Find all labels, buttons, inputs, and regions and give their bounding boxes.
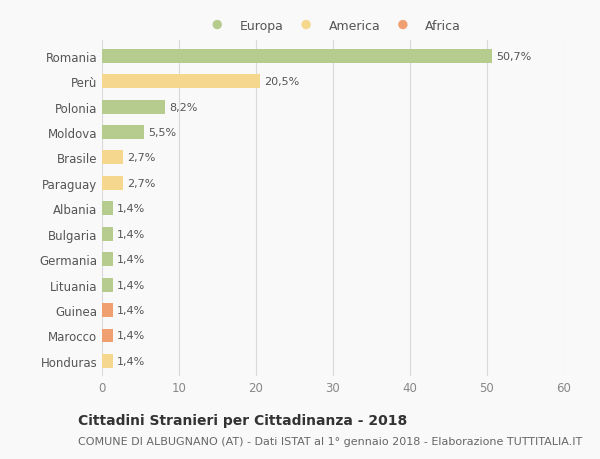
Text: 1,4%: 1,4% [116, 305, 145, 315]
Bar [102, 50, 493, 63]
Text: 8,2%: 8,2% [169, 102, 197, 112]
Bar [102, 354, 113, 368]
Text: 1,4%: 1,4% [116, 280, 145, 290]
Text: 1,4%: 1,4% [116, 356, 145, 366]
Bar [102, 176, 123, 190]
Text: 1,4%: 1,4% [116, 255, 145, 264]
Text: 1,4%: 1,4% [116, 331, 145, 341]
Bar [102, 75, 260, 89]
Bar [102, 329, 113, 343]
Bar [102, 126, 145, 140]
Text: 1,4%: 1,4% [116, 204, 145, 214]
Bar [102, 202, 113, 216]
Bar [102, 303, 113, 317]
Bar [102, 278, 113, 292]
Text: 50,7%: 50,7% [496, 51, 532, 62]
Text: 1,4%: 1,4% [116, 229, 145, 239]
Bar [102, 101, 165, 114]
Text: Cittadini Stranieri per Cittadinanza - 2018: Cittadini Stranieri per Cittadinanza - 2… [78, 414, 407, 428]
Text: 20,5%: 20,5% [264, 77, 299, 87]
Text: 5,5%: 5,5% [148, 128, 176, 138]
Bar [102, 252, 113, 267]
Text: COMUNE DI ALBUGNANO (AT) - Dati ISTAT al 1° gennaio 2018 - Elaborazione TUTTITAL: COMUNE DI ALBUGNANO (AT) - Dati ISTAT al… [78, 436, 582, 446]
Text: 2,7%: 2,7% [127, 179, 155, 189]
Bar [102, 227, 113, 241]
Bar [102, 151, 123, 165]
Text: 2,7%: 2,7% [127, 153, 155, 163]
Legend: Europa, America, Africa: Europa, America, Africa [202, 17, 464, 35]
